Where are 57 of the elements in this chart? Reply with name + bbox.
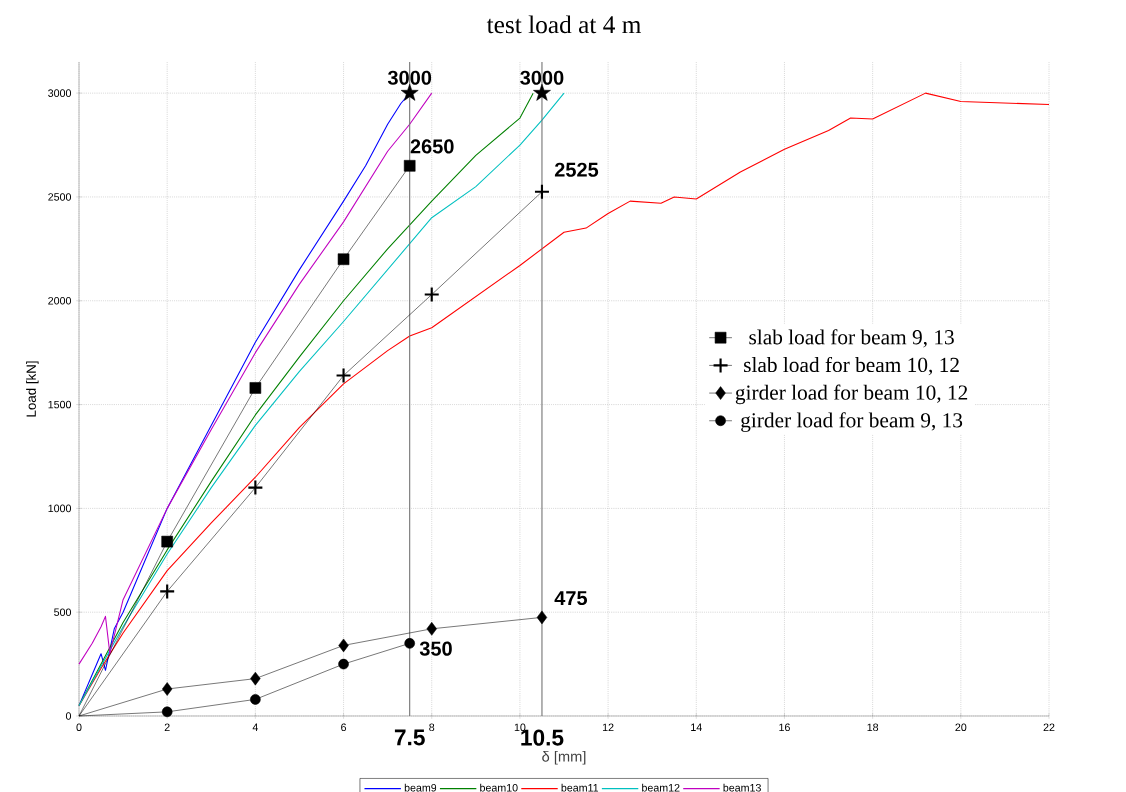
x-tick-label: 14: [691, 723, 702, 731]
y-tick-label: 2500: [48, 193, 72, 201]
data-label: 2650: [410, 139, 454, 154]
y-tick-label: 1000: [48, 504, 72, 513]
x-axis-title: δ [mm]: [542, 750, 586, 765]
x-tick-label: 10: [514, 723, 526, 732]
point: [426, 622, 437, 636]
x-tick-label: 4: [252, 723, 259, 731]
data-label: 2525: [554, 162, 599, 177]
x-tick-label: 20: [955, 723, 967, 732]
x-tick-label: 18: [867, 723, 879, 732]
legend-label: slab load for beam 10, 12: [744, 356, 959, 376]
point: [423, 286, 440, 303]
y-tick-label: 3000: [48, 89, 72, 97]
point: [247, 479, 264, 496]
x-tick-label: 16: [779, 723, 790, 732]
x-tick-label: 22: [1043, 723, 1055, 731]
chart-title: test load at 4 m: [486, 15, 642, 34]
ref-line-label: 10.5: [521, 729, 564, 746]
ref-line-label: 7.5: [394, 729, 425, 746]
point: [338, 638, 349, 653]
y-tick-label: 2000: [48, 296, 72, 305]
data-label: 475: [554, 591, 588, 606]
point: [161, 706, 173, 718]
legend-label: beam12: [642, 783, 680, 792]
x-tick-label: 12: [602, 723, 614, 731]
point: [162, 682, 173, 696]
x-tick-label: 6: [341, 723, 347, 732]
x-tick-label: 0: [76, 723, 82, 732]
point: [338, 658, 349, 670]
legend-label: beam13: [723, 783, 761, 792]
x-tick-label: 2: [164, 723, 170, 731]
point: [249, 382, 262, 394]
point: [403, 160, 416, 172]
data-label: 350: [419, 641, 452, 656]
data-label: 3000: [520, 70, 564, 85]
legend-label: beam11: [561, 783, 599, 792]
y-axis-title: Load [kN]: [26, 361, 39, 417]
legend-label: beam9: [404, 783, 437, 792]
point: [404, 638, 415, 649]
y-tick-label: 1500: [48, 400, 72, 409]
data-label: 3000: [387, 70, 432, 85]
legend-label: girder load for beam 10, 12: [735, 384, 968, 405]
point: [159, 583, 176, 600]
x-tick-label: 8: [429, 723, 435, 732]
legend-label: girder load for beam 9, 13: [741, 412, 963, 432]
point: [536, 610, 548, 625]
point: [337, 253, 350, 265]
point: [335, 367, 352, 384]
point: [161, 535, 173, 548]
legend-label: beam10: [480, 783, 518, 792]
y-tick-label: 0: [65, 712, 72, 720]
point: [533, 183, 551, 200]
legend-label: slab load for beam 9, 13: [749, 329, 954, 348]
y-tick-label: 500: [54, 608, 72, 616]
point: [250, 694, 261, 705]
point: [250, 671, 261, 686]
